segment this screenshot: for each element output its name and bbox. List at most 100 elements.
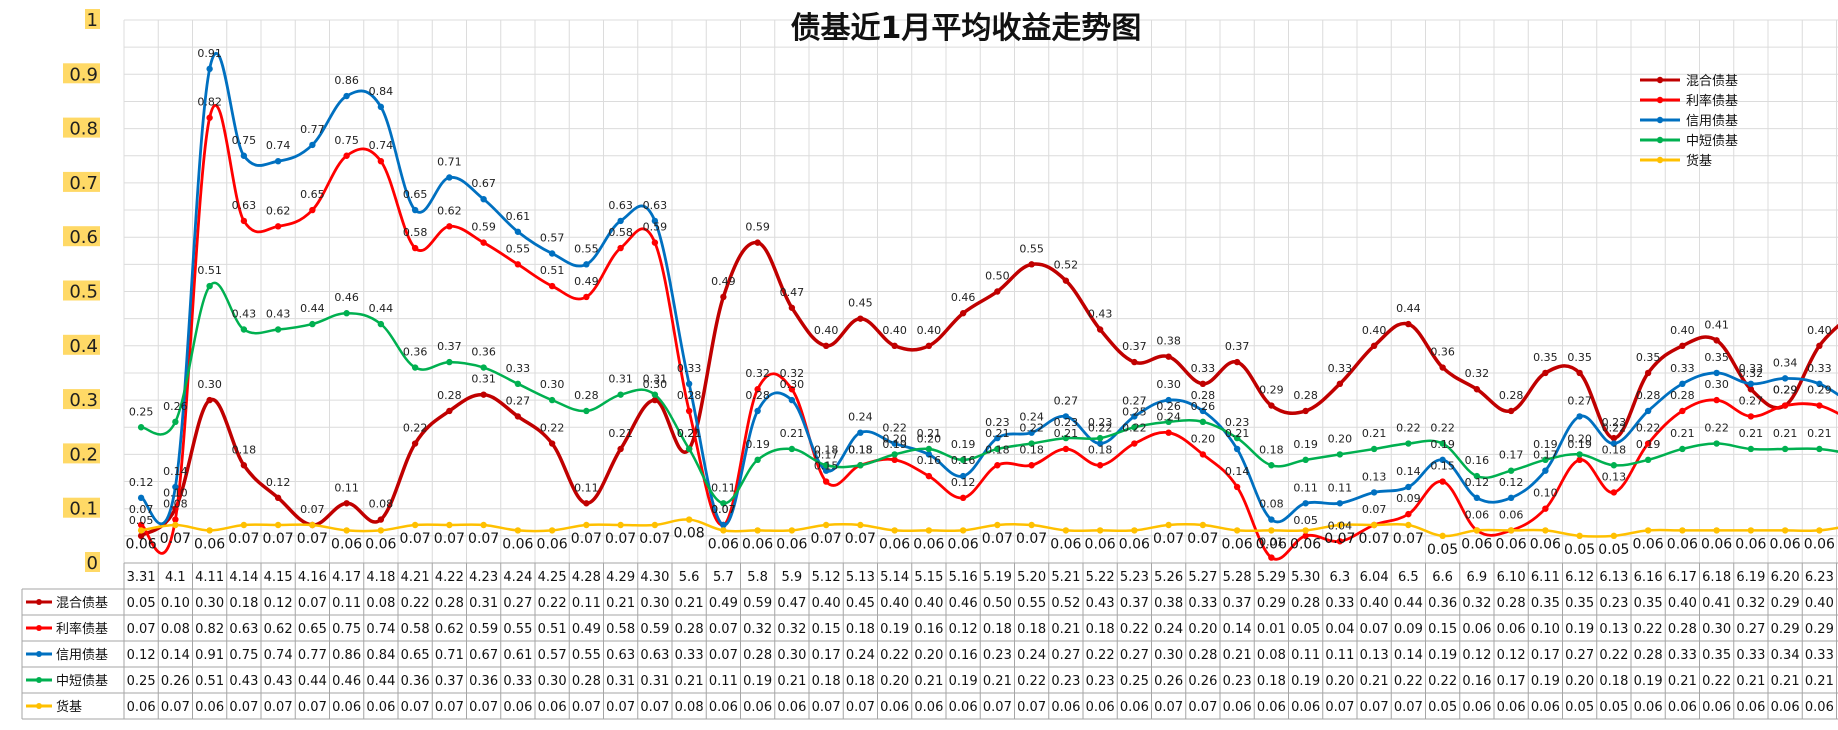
- data-point: [1302, 456, 1309, 464]
- data-point: [994, 462, 1001, 469]
- y-tick-label: 0.3: [69, 390, 98, 411]
- data-point: [1028, 462, 1035, 469]
- data-point: [891, 440, 898, 447]
- data-label: 0.06: [1770, 536, 1801, 552]
- data-point: [548, 396, 556, 404]
- data-label: 0.20: [1191, 432, 1216, 445]
- table-cell-value: 0.27: [503, 596, 532, 611]
- data-label: 0.24: [1019, 411, 1044, 424]
- data-point: [788, 304, 796, 311]
- data-label: 0.29: [1259, 384, 1284, 397]
- data-point: [1610, 532, 1618, 540]
- table-cell-value: 0.35: [1634, 596, 1663, 611]
- data-point: [1679, 380, 1686, 388]
- data-point: [1644, 456, 1652, 464]
- data-point: [1302, 500, 1309, 507]
- table-cell-value: 0.08: [366, 596, 395, 611]
- data-label: 0.19: [1533, 438, 1558, 451]
- table-cell-value: 0.30: [640, 596, 669, 611]
- data-point: [172, 521, 179, 529]
- data-label: 0.07: [1153, 531, 1184, 547]
- data-point: [1199, 521, 1207, 529]
- table-cell-value: 0.06: [127, 700, 156, 715]
- table-cell-value: 0.05: [1565, 700, 1594, 715]
- table-cell-value: 0.28: [1668, 622, 1697, 637]
- data-point: [1131, 440, 1138, 447]
- data-label: 0.06: [1119, 536, 1150, 552]
- data-point: [1542, 505, 1549, 512]
- table-legend-marker: [36, 677, 42, 683]
- table-cell-value: 0.32: [777, 622, 806, 637]
- data-point: [754, 386, 761, 393]
- data-point: [1816, 380, 1823, 388]
- table-cell-value: 0.19: [1565, 622, 1594, 637]
- data-label: 0.19: [951, 438, 976, 451]
- data-label: 0.28: [1636, 389, 1661, 402]
- data-point: [1542, 467, 1549, 474]
- data-point: [1747, 386, 1755, 393]
- table-cell-value: 0.06: [709, 700, 738, 715]
- table-cell-value: 0.06: [1668, 700, 1697, 715]
- data-point: [651, 391, 659, 398]
- data-label: 0.07: [400, 531, 431, 547]
- data-point: [1679, 407, 1686, 415]
- data-label: 0.21: [1054, 427, 1079, 440]
- data-label: 0.30: [540, 378, 565, 391]
- data-label: 0.63: [643, 199, 668, 212]
- data-label: 0.29: [1773, 384, 1798, 397]
- data-label: 0.22: [1122, 422, 1147, 435]
- x-tick-label: 4.11: [195, 570, 224, 585]
- table-cell-value: 0.07: [298, 596, 327, 611]
- table-cell-value: 0.19: [1634, 674, 1663, 689]
- data-label: 0.21: [1225, 427, 1250, 440]
- data-label: 0.61: [506, 210, 531, 223]
- data-point: [1096, 434, 1104, 442]
- data-point: [1233, 527, 1241, 534]
- table-cell-value: 0.14: [161, 648, 190, 663]
- legend-marker: [1656, 116, 1664, 124]
- data-label: 0.27: [1122, 394, 1147, 407]
- data-label: 0.12: [1465, 476, 1490, 489]
- data-point: [343, 310, 350, 317]
- table-cell-value: 0.82: [195, 622, 224, 637]
- data-label: 0.49: [711, 275, 736, 288]
- data-point: [1713, 527, 1720, 534]
- table-cell-value: 0.11: [709, 674, 738, 689]
- data-point: [309, 320, 316, 328]
- data-label: 0.65: [300, 188, 325, 201]
- table-cell-value: 0.65: [401, 648, 430, 663]
- data-point: [172, 516, 179, 523]
- table-cell-value: 0.40: [812, 596, 841, 611]
- data-label: 0.27: [1567, 394, 1592, 407]
- table-cell-value: 0.07: [401, 700, 430, 715]
- data-point: [1576, 532, 1583, 540]
- data-label: 0.51: [540, 264, 565, 277]
- x-tick-label: 4.22: [435, 570, 464, 585]
- data-label: 0.35: [1704, 351, 1729, 364]
- data-label: 0.40: [917, 324, 942, 337]
- data-point: [685, 445, 693, 453]
- data-point: [1370, 489, 1378, 496]
- data-label: 0.46: [334, 291, 359, 304]
- data-point: [377, 527, 385, 534]
- data-label: 0.14: [1225, 465, 1250, 478]
- data-point: [206, 65, 213, 73]
- table-cell-value: 0.29: [1771, 596, 1800, 611]
- table-cell-value: 0.44: [298, 674, 327, 689]
- data-point: [617, 244, 624, 252]
- data-label: 0.58: [608, 226, 633, 239]
- data-point: [1165, 396, 1172, 404]
- table-cell-value: 0.63: [640, 648, 669, 663]
- data-point: [1781, 375, 1789, 382]
- table-cell-value: 0.07: [435, 700, 464, 715]
- table-cell-value: 0.17: [812, 648, 841, 663]
- table-cell-value: 0.21: [1360, 674, 1389, 689]
- table-cell-value: 0.07: [127, 622, 156, 637]
- data-label: 0.06: [776, 536, 807, 552]
- data-point: [959, 527, 967, 534]
- table-cell-value: 0.07: [846, 700, 875, 715]
- table-cell-value: 0.11: [572, 596, 601, 611]
- data-label: 0.06: [1496, 536, 1527, 552]
- data-point: [651, 217, 659, 225]
